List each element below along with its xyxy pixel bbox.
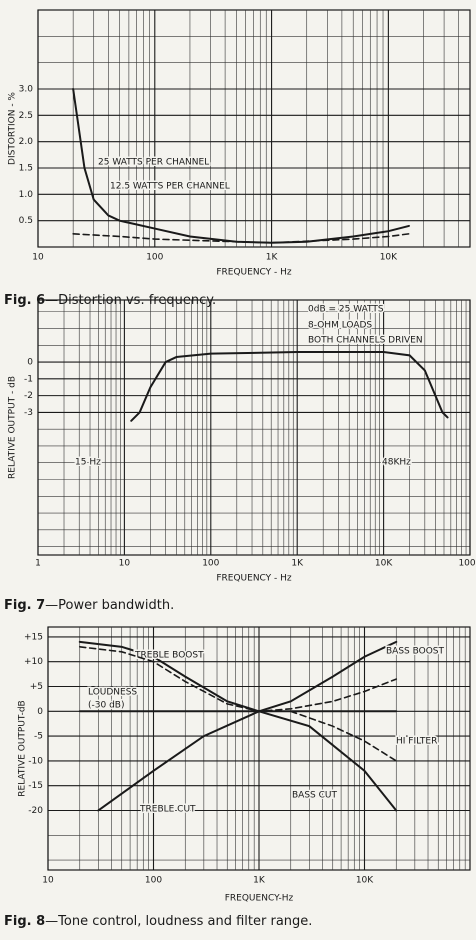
chart: 10 100 1K 10K 0.5 1.0 1.5 2.0 2.5 3.0 FREQUENCY - … <box>4 9 471 308</box>
series-label: BASS CUT <box>292 791 337 801</box>
x-tick-label: 10 <box>32 253 44 263</box>
figure-title: —Power bandwidth. <box>45 598 174 613</box>
annotation: BOTH CHANNELS DRIVEN <box>308 336 423 346</box>
series-label: 25 WATTS PER CHANNEL <box>98 158 209 168</box>
y-axis-label: RELATIVE OUTPUT-dB <box>18 700 28 796</box>
y-tick-label: 0 <box>37 707 43 717</box>
figure-number: Fig. 6 <box>4 293 45 308</box>
data-line <box>289 710 398 762</box>
series-label: LOUDNESS <box>88 688 137 698</box>
figure-title: —Tone control, loudness and filter range… <box>45 914 312 929</box>
x-tick-label: 100 <box>202 559 219 569</box>
x-axis-label: FREQUENCY - Hz <box>216 574 292 584</box>
annotation: 8-OHM LOADS <box>308 321 372 331</box>
data-line <box>97 710 260 812</box>
figure-caption: Fig. 7—Power bandwidth. <box>4 598 174 613</box>
y-tick-label: 0 <box>27 358 33 368</box>
annotation: 0dB = 25 WATTS <box>308 305 384 315</box>
y-tick-label: 0.5 <box>19 216 33 226</box>
y-tick-label: 1.0 <box>19 190 34 200</box>
x-axis-label: FREQUENCY-Hz <box>225 894 294 904</box>
data-line <box>258 640 398 713</box>
series-label: TREBLE CUT <box>139 805 196 815</box>
figure-number: Fig. 8 <box>4 914 45 929</box>
x-tick-label: 10K <box>356 876 374 886</box>
chart: 1 10 100 1K 10K 100K -3 -2 -1 0 FREQUENCY - Hz RELA… <box>4 299 476 613</box>
chart: 10 100 1K 10K -20 -15 -10 -5 0 +5 +10 +15 FREQUENCY-… <box>4 626 471 929</box>
x-axis-label: FREQUENCY - Hz <box>216 268 292 278</box>
x-tick-label: 100K <box>458 559 476 569</box>
series-label: BASS BOOST <box>386 647 445 657</box>
figure-caption: Fig. 8—Tone control, loudness and filter… <box>4 914 312 929</box>
x-tick-label: 1 <box>35 559 41 569</box>
data-line <box>72 88 410 244</box>
y-tick-label: 3.0 <box>19 85 34 95</box>
y-axis-label: RELATIVE OUTPUT - dB <box>8 376 18 479</box>
x-tick-label: 10K <box>380 253 398 263</box>
series-label: HI FILTER <box>396 737 437 747</box>
x-tick-label: 10 <box>119 559 131 569</box>
y-tick-label: 2.5 <box>19 111 33 121</box>
y-axis-label: DISTORTION - % <box>8 92 18 165</box>
x-tick-label: 1K <box>266 253 279 263</box>
y-tick-label: -5 <box>34 732 43 742</box>
x-tick-label: 1K <box>291 559 304 569</box>
y-tick-label: -10 <box>28 756 43 766</box>
y-tick-label: +10 <box>24 657 43 667</box>
plot-area <box>37 9 471 248</box>
x-tick-label: 1K <box>253 876 266 886</box>
data-line <box>130 351 449 422</box>
x-tick-label: 100 <box>145 876 162 886</box>
y-tick-label: -2 <box>24 391 33 401</box>
y-tick-label: 1.5 <box>19 164 33 174</box>
figure-number: Fig. 7 <box>4 598 45 613</box>
annotation: (-30 dB) <box>88 701 124 711</box>
annotation: 48KHz <box>382 458 411 468</box>
x-tick-label: 100 <box>146 253 163 263</box>
annotation: 15 Hz <box>75 458 101 468</box>
series-label: 12.5 WATTS PER CHANNEL <box>110 182 230 192</box>
data-line <box>78 646 398 713</box>
data-line <box>78 640 260 713</box>
y-tick-label: -20 <box>28 806 43 816</box>
series-label: TREBLE BOOST <box>134 651 204 661</box>
x-tick-label: 10 <box>42 876 54 886</box>
y-tick-label: -3 <box>24 408 33 418</box>
data-line <box>72 233 410 244</box>
y-tick-label: -1 <box>24 374 33 384</box>
data-line <box>258 710 398 812</box>
y-tick-label: +15 <box>24 632 43 642</box>
x-tick-label: 10K <box>375 559 393 569</box>
y-tick-label: +5 <box>30 682 43 692</box>
y-tick-label: -15 <box>28 781 43 791</box>
y-tick-label: 2.0 <box>19 137 34 147</box>
